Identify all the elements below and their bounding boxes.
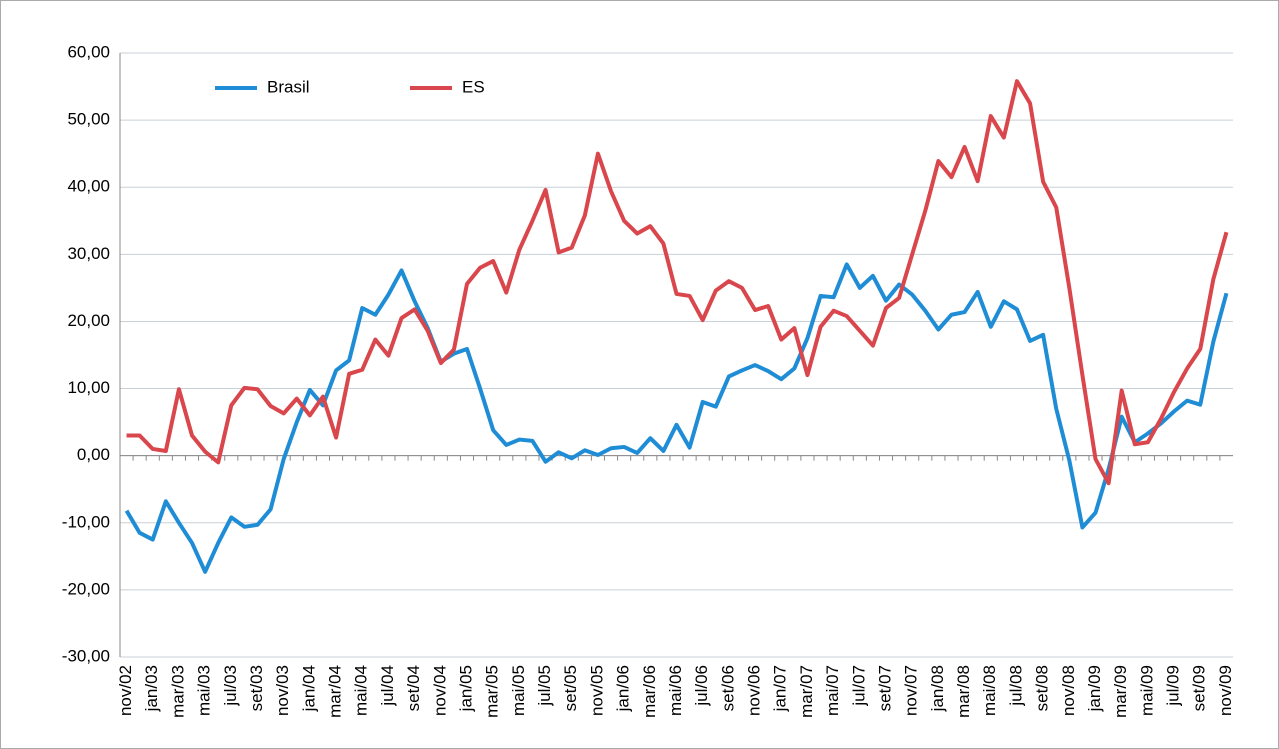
y-tick-label: -30,00 bbox=[62, 646, 110, 665]
y-tick-label: 30,00 bbox=[67, 244, 110, 263]
x-tick-label: jul/07 bbox=[849, 665, 868, 707]
x-tick-label: nov/03 bbox=[273, 665, 292, 716]
y-tick-label: 0,00 bbox=[77, 445, 110, 464]
x-tick-label: jan/08 bbox=[928, 665, 947, 712]
x-tick-label: nov/05 bbox=[587, 665, 606, 716]
y-tick-label: 10,00 bbox=[67, 378, 110, 397]
x-tick-label: mai/08 bbox=[980, 665, 999, 716]
x-tick-label: jan/05 bbox=[456, 665, 475, 712]
x-tick-label: set/08 bbox=[1033, 665, 1052, 711]
x-tick-label: set/05 bbox=[561, 665, 580, 711]
x-tick-label: set/04 bbox=[404, 665, 423, 711]
x-tick-label: jul/03 bbox=[221, 665, 240, 707]
x-tick-label: set/07 bbox=[875, 665, 894, 711]
y-tick-label: 50,00 bbox=[67, 110, 110, 129]
x-tick-label: jul/05 bbox=[535, 665, 554, 707]
x-tick-label: mar/05 bbox=[483, 665, 502, 718]
x-tick-label: nov/06 bbox=[745, 665, 764, 716]
x-tick-label: mar/03 bbox=[168, 665, 187, 718]
series-line bbox=[126, 79, 1229, 486]
x-tick-label: nov/08 bbox=[1059, 665, 1078, 716]
x-tick-label: jul/09 bbox=[1164, 665, 1183, 707]
x-tick-label: jul/04 bbox=[378, 665, 397, 707]
x-tick-label: mai/06 bbox=[666, 665, 685, 716]
legend-label: ES bbox=[462, 77, 485, 96]
y-tick-label: 20,00 bbox=[67, 311, 110, 330]
x-tick-label: mar/07 bbox=[797, 665, 816, 718]
x-tick-label: mar/06 bbox=[640, 665, 659, 718]
x-tick-label: nov/09 bbox=[1216, 665, 1235, 716]
x-tick-label: set/06 bbox=[718, 665, 737, 711]
x-tick-label: jan/07 bbox=[771, 665, 790, 712]
series-line bbox=[124, 262, 1229, 574]
x-tick-label: mai/07 bbox=[823, 665, 842, 716]
x-tick-label: set/09 bbox=[1190, 665, 1209, 711]
x-tick-label: mai/04 bbox=[352, 665, 371, 716]
x-tick-label: jul/06 bbox=[692, 665, 711, 707]
x-tick-label: jan/06 bbox=[614, 665, 633, 712]
x-tick-label: mai/05 bbox=[509, 665, 528, 716]
x-tick-label: mai/03 bbox=[195, 665, 214, 716]
x-tick-label: jul/08 bbox=[1006, 665, 1025, 707]
x-tick-label: mar/09 bbox=[1111, 665, 1130, 718]
x-tick-label: mai/09 bbox=[1137, 665, 1156, 716]
y-tick-label: -10,00 bbox=[62, 512, 110, 531]
x-tick-label: mar/04 bbox=[326, 665, 345, 718]
y-tick-label: 40,00 bbox=[67, 177, 110, 196]
x-tick-label: nov/02 bbox=[116, 665, 135, 716]
y-tick-label: -20,00 bbox=[62, 579, 110, 598]
x-tick-label: jan/03 bbox=[142, 665, 161, 712]
x-tick-label: nov/04 bbox=[430, 665, 449, 716]
x-tick-label: mar/08 bbox=[954, 665, 973, 718]
x-tick-label: nov/07 bbox=[902, 665, 921, 716]
legend-label: Brasil bbox=[267, 77, 310, 96]
y-tick-label: 60,00 bbox=[67, 42, 110, 61]
x-tick-label: jan/09 bbox=[1085, 665, 1104, 712]
x-tick-label: jan/04 bbox=[299, 665, 318, 712]
x-tick-label: set/03 bbox=[247, 665, 266, 711]
